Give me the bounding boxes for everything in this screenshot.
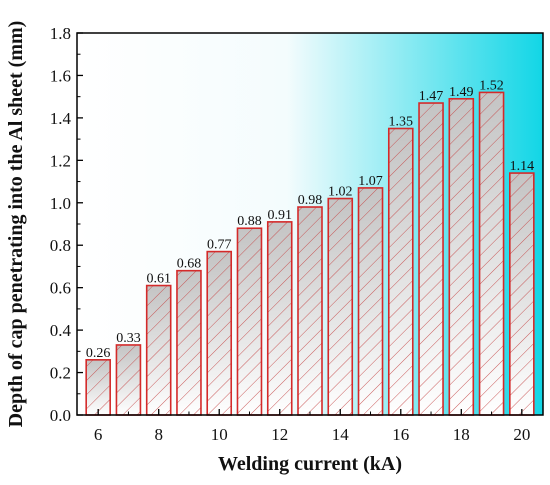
bar-10ka xyxy=(206,250,233,416)
bar-hatch xyxy=(388,128,413,415)
bar-11ka xyxy=(236,227,263,416)
bar-7ka xyxy=(115,344,142,416)
bar-18ka xyxy=(448,97,475,416)
x-axis-title: Welding current (kA) xyxy=(218,453,402,475)
data-label: 1.02 xyxy=(328,185,353,200)
bars-layer xyxy=(85,91,535,416)
bar-9ka xyxy=(176,269,202,416)
y-tick-label: 1.2 xyxy=(50,151,71,170)
data-label: 1.35 xyxy=(389,115,414,130)
bar-hatch xyxy=(479,92,504,415)
bar-hatch xyxy=(267,221,292,415)
y-tick-label: 1.8 xyxy=(50,24,71,43)
x-axis: 6 8 10 12 14 16 18 20 xyxy=(94,409,530,444)
data-label: 0.77 xyxy=(207,238,232,253)
x-tick-label: 20 xyxy=(513,425,530,444)
data-label: 0.91 xyxy=(267,208,292,223)
bar-hatch xyxy=(237,228,262,415)
bar-hatch xyxy=(419,103,444,416)
bar-14ka xyxy=(327,197,354,416)
x-tick-label: 12 xyxy=(271,425,288,444)
data-label: 1.52 xyxy=(479,78,504,93)
data-labels-layer: 0.26 0.33 0.61 0.68 0.77 0.88 0.91 0.98 1.02 1.07… xyxy=(86,78,534,360)
bar-hatch xyxy=(207,251,232,415)
bar-hatch xyxy=(449,98,474,416)
data-label: 0.33 xyxy=(116,331,141,346)
data-label: 1.14 xyxy=(510,159,535,174)
bar-hatch xyxy=(509,173,534,415)
x-tick-label: 6 xyxy=(94,425,103,444)
data-label: 0.61 xyxy=(146,272,171,287)
bar-15ka xyxy=(357,187,384,416)
x-tick-label: 18 xyxy=(453,425,470,444)
data-label: 1.47 xyxy=(419,89,444,104)
bar-13ka xyxy=(297,206,323,416)
data-label: 0.68 xyxy=(177,257,202,272)
y-tick-label: 0.4 xyxy=(50,321,72,340)
y-tick-label: 1.6 xyxy=(50,66,71,85)
x-tick-label: 8 xyxy=(154,425,163,444)
bar-hatch xyxy=(176,270,201,415)
bar-8ka xyxy=(145,284,172,416)
y-axis-title: Depth of cap penetrating into the Al she… xyxy=(5,21,27,428)
y-tick-label: 1.4 xyxy=(50,109,72,128)
y-axis: 0.0 0.2 0.4 0.6 0.8 1.0 1.2 1.4 1.6 1.8 xyxy=(50,24,83,425)
y-tick-label: 0.6 xyxy=(50,279,71,298)
bar-hatch xyxy=(146,285,171,415)
bar-hatch xyxy=(358,187,383,415)
bar-hatch xyxy=(116,344,141,415)
bar-hatch xyxy=(86,359,111,415)
data-label: 0.88 xyxy=(237,214,262,229)
bar-17ka xyxy=(418,102,444,416)
bar-6ka xyxy=(85,359,111,416)
bar-hatch xyxy=(328,198,353,415)
x-tick-label: 10 xyxy=(211,425,228,444)
data-label: 1.07 xyxy=(358,174,383,189)
x-tick-label: 16 xyxy=(392,425,409,444)
bar-12ka xyxy=(266,221,293,416)
bar-19ka xyxy=(478,91,505,416)
y-tick-label: 1.0 xyxy=(50,194,71,213)
y-tick-label: 0.8 xyxy=(50,236,71,255)
y-tick-label: 0.2 xyxy=(50,364,71,383)
y-tick-label: 0.0 xyxy=(50,406,71,425)
bar-16ka xyxy=(387,127,414,416)
x-tick-label: 14 xyxy=(332,425,350,444)
data-label: 1.49 xyxy=(449,85,474,100)
data-label: 0.98 xyxy=(298,193,323,208)
data-label: 0.26 xyxy=(86,346,111,361)
bar-hatch xyxy=(298,207,322,415)
bar-20ka xyxy=(509,172,535,416)
